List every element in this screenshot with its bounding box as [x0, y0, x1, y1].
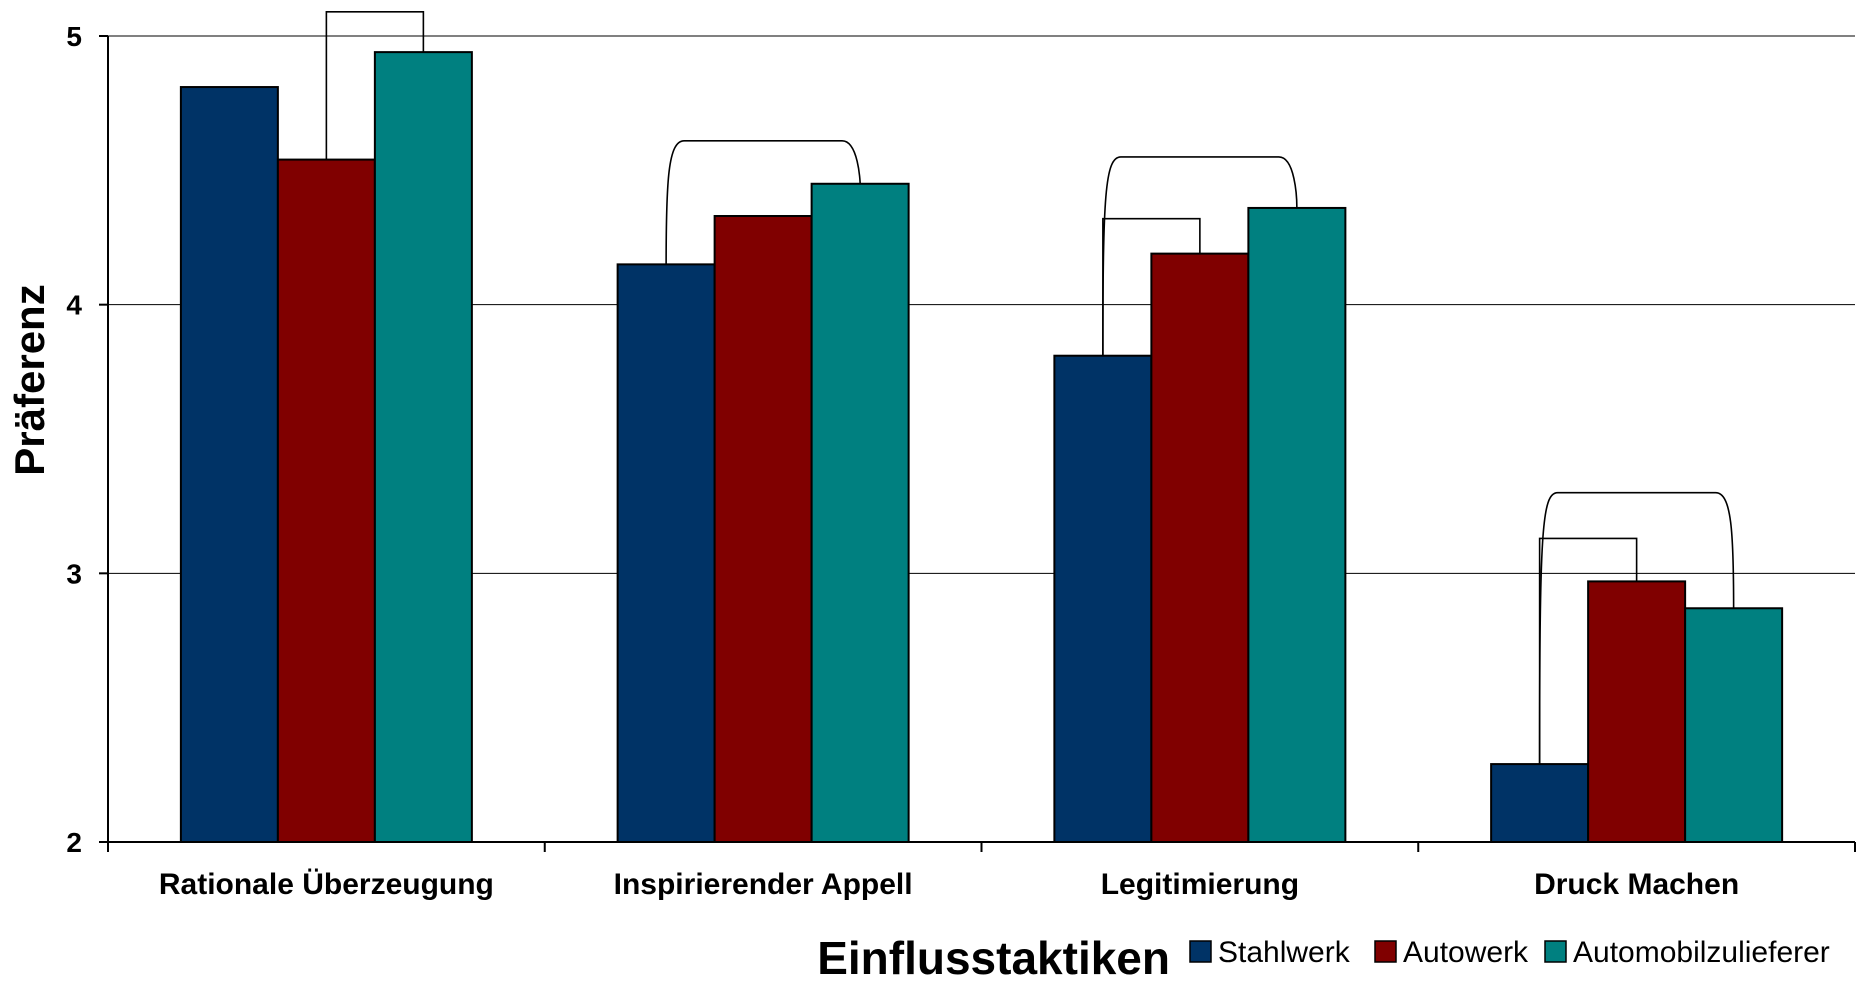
bar — [1247, 206, 1347, 844]
legend-label: Automobilzulieferer — [1573, 936, 1830, 969]
bar — [1684, 607, 1784, 844]
significance-bracket — [665, 139, 861, 265]
significance-bracket — [1538, 491, 1735, 765]
bar — [713, 215, 813, 844]
bar — [1053, 354, 1153, 843]
category-label: Legitimierung — [1101, 868, 1299, 901]
x-axis-title: Einflusstaktiken — [817, 932, 1170, 982]
y-tick-label: 3 — [66, 558, 82, 589]
legend-swatch — [1544, 940, 1567, 963]
category-label: Inspirierender Appell — [614, 868, 913, 901]
bar — [616, 263, 716, 844]
y-tick-label: 4 — [66, 290, 82, 321]
y-tick-label: 2 — [66, 827, 82, 858]
legend-label: Autowerk — [1403, 936, 1529, 969]
bar — [1150, 252, 1250, 843]
legend-swatch — [1374, 940, 1397, 963]
bar — [810, 182, 910, 843]
legend-swatch — [1189, 940, 1212, 963]
legend-label: Stahlwerk — [1218, 936, 1351, 969]
significance-bracket — [325, 11, 425, 160]
y-ticks: 2 3 4 5 — [66, 21, 108, 858]
y-axis-title: Präferenz — [6, 284, 53, 475]
bar — [1490, 763, 1590, 843]
y-tick-label: 5 — [66, 21, 82, 52]
bar — [179, 86, 279, 843]
bar — [1587, 580, 1687, 843]
category-label: Rationale Überzeugung — [159, 868, 494, 901]
bars — [179, 51, 1784, 844]
x-ticks: Rationale Überzeugung Inspirierender Appe… — [107, 842, 1856, 901]
significance-brackets — [325, 11, 1735, 765]
legend: Stahlwerk Autowerk Automobilzulieferer — [1189, 936, 1830, 969]
significance-bracket — [1102, 156, 1298, 356]
bar — [373, 51, 473, 844]
bar — [276, 158, 376, 843]
category-label: Druck Machen — [1534, 868, 1739, 901]
